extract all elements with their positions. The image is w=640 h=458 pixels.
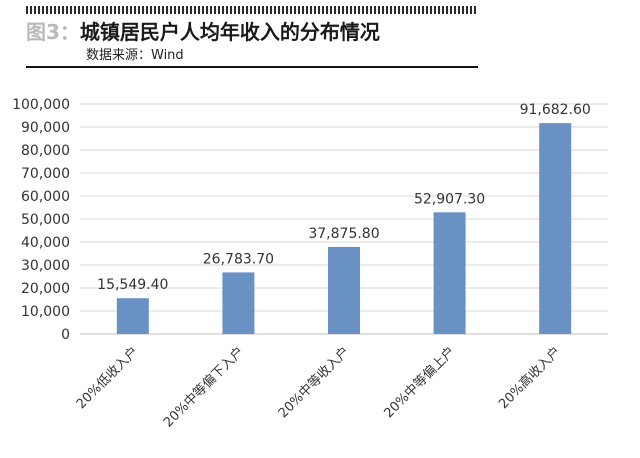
y-tick-label: 10,000 bbox=[21, 304, 70, 320]
x-tick-label: 20%中等收入户 bbox=[275, 344, 353, 422]
y-tick-label: 20,000 bbox=[21, 281, 70, 297]
value-label: 37,875.80 bbox=[308, 226, 379, 242]
y-tick-label: 70,000 bbox=[21, 166, 70, 182]
bar bbox=[116, 298, 149, 334]
x-tick-labels: 20%低收入户 20%中等偏下入户 20%中等收入户 20%中等偏上户 20%高收入户 bbox=[73, 344, 564, 431]
value-label: 52,907.30 bbox=[414, 191, 485, 207]
x-tick-label: 20%高收入户 bbox=[496, 344, 565, 413]
x-tick-label: 20%中等偏下入户 bbox=[160, 344, 247, 431]
bars bbox=[116, 123, 572, 334]
grid-lines bbox=[80, 103, 608, 335]
bar bbox=[539, 123, 572, 334]
y-tick-label: 30,000 bbox=[21, 258, 70, 274]
y-tick-labels: 0 10,000 20,000 30,000 40,000 50,000 60,000 70,… bbox=[12, 97, 70, 343]
y-tick-label: 40,000 bbox=[21, 235, 70, 251]
x-tick-label: 20%中等偏上户 bbox=[381, 344, 459, 422]
value-label: 15,549.40 bbox=[97, 277, 168, 293]
y-tick-label: 100,000 bbox=[12, 97, 70, 113]
x-tick-label: 20%低收入户 bbox=[73, 344, 142, 413]
y-tick-label: 50,000 bbox=[21, 212, 70, 228]
bar bbox=[222, 272, 255, 334]
y-tick-label: 0 bbox=[61, 327, 70, 343]
value-label: 91,682.60 bbox=[520, 102, 591, 118]
y-tick-label: 60,000 bbox=[21, 189, 70, 205]
title-underline bbox=[26, 66, 478, 68]
bar bbox=[433, 212, 466, 334]
title-dotted-rule bbox=[26, 6, 478, 14]
figure-title: 图3：城镇居民户人均年收入的分布情况 bbox=[26, 20, 380, 44]
value-label: 26,783.70 bbox=[203, 251, 274, 267]
figure-title-text: 城镇居民户人均年收入的分布情况 bbox=[79, 20, 380, 44]
figure-label: 图3： bbox=[26, 20, 80, 44]
data-source: 数据来源：Wind bbox=[86, 48, 184, 63]
y-tick-label: 80,000 bbox=[21, 143, 70, 159]
y-tick-label: 90,000 bbox=[21, 120, 70, 136]
bar bbox=[328, 246, 360, 334]
value-labels: 15,549.40 26,783.70 37,875.80 52,907.30 91,6… bbox=[97, 102, 591, 293]
